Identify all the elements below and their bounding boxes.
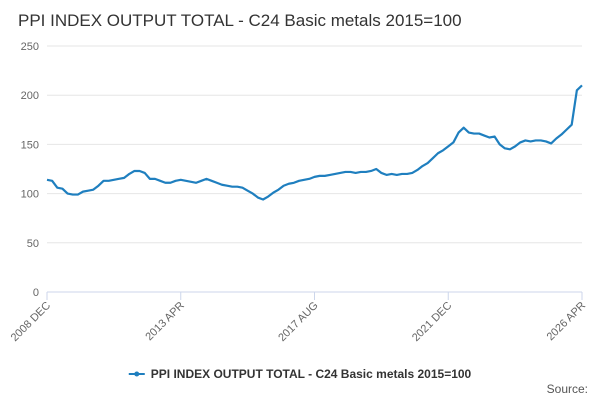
legend-label: PPI INDEX OUTPUT TOTAL - C24 Basic metal… — [151, 367, 472, 381]
x-tick-label: 2013 APR — [143, 300, 187, 344]
y-tick-label: 50 — [27, 238, 39, 250]
x-tick-label: 2021 DEC — [410, 300, 454, 344]
series-line — [46, 84, 583, 201]
y-tick-label: 250 — [21, 41, 39, 53]
y-tick-label: 200 — [21, 90, 39, 102]
source: Source: — [547, 382, 588, 396]
legend-marker — [134, 371, 140, 377]
x-tick-label: 2026 APR — [545, 300, 589, 344]
y-tick-label: 150 — [21, 139, 39, 151]
y-tick-label: 100 — [21, 189, 39, 201]
chart-title: PPI INDEX OUTPUT TOTAL - C24 Basic metal… — [18, 11, 462, 30]
y-tick-label: 0 — [33, 287, 39, 299]
x-tick-label: 2008 DEC — [9, 300, 53, 344]
x-tick-label: 2017 AUG — [276, 300, 320, 344]
